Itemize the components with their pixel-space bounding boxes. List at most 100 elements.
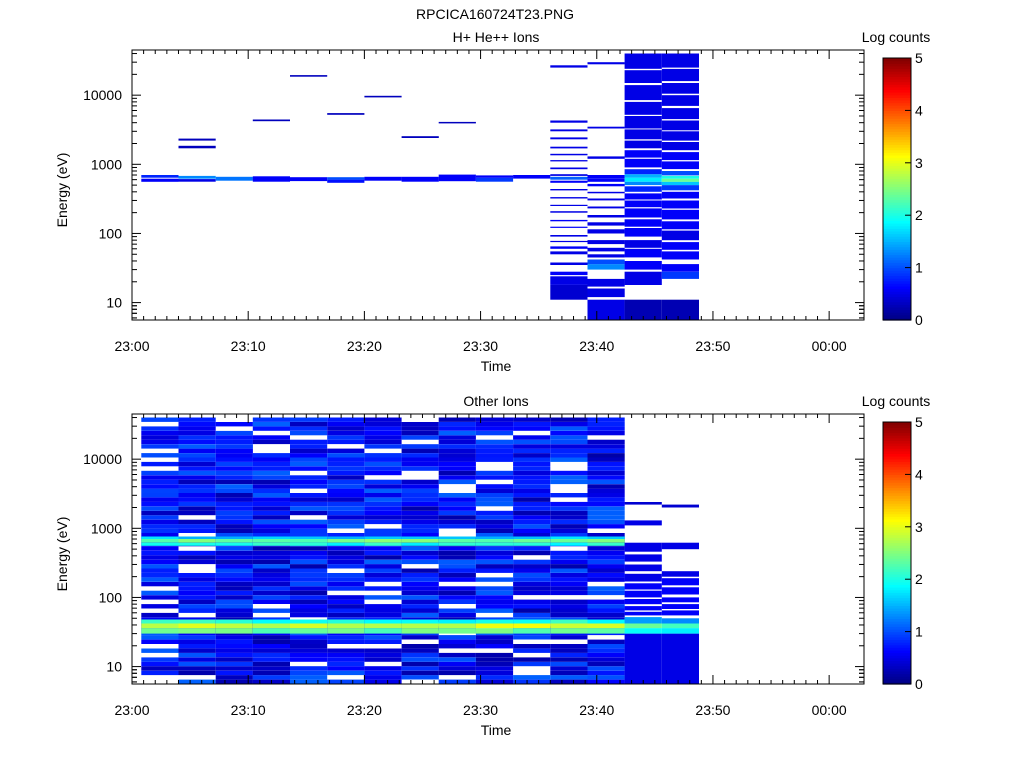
heatmap-cell <box>550 564 588 569</box>
heatmap-cell <box>215 519 253 525</box>
colorbar-segment <box>883 471 911 476</box>
heatmap-cell <box>438 568 476 573</box>
heatmap-cell <box>252 528 290 533</box>
heatmap-cell <box>290 555 328 560</box>
heatmap-cell <box>550 219 588 222</box>
heatmap-cell <box>475 515 514 520</box>
heatmap-cell <box>327 448 365 453</box>
heatmap-cell <box>215 515 253 520</box>
heatmap-cell <box>290 679 328 684</box>
heatmap-cell <box>327 666 365 671</box>
colorbar-segment <box>883 524 911 528</box>
heatmap-cell <box>401 435 439 440</box>
heatmap-cell <box>215 524 253 529</box>
heatmap-cell <box>215 448 253 453</box>
heatmap-cell <box>550 533 588 538</box>
heatmap-cell <box>587 259 625 265</box>
heatmap-cell <box>215 599 253 604</box>
heatmap-cell <box>513 475 551 480</box>
heatmap-cell <box>401 628 439 634</box>
heatmap-cell <box>475 546 514 551</box>
heatmap-cell <box>178 652 216 658</box>
colorbar-segment <box>883 505 911 510</box>
heatmap-cell <box>513 435 551 440</box>
heatmap-cell <box>438 577 476 582</box>
colorbar-segment <box>883 154 911 159</box>
heatmap-cell <box>587 62 625 65</box>
heatmap-cell <box>550 180 588 183</box>
heatmap-cell <box>624 228 662 237</box>
heatmap-cell <box>364 422 402 427</box>
heatmap-cell <box>401 652 439 658</box>
colorbar-segment <box>883 68 911 72</box>
heatmap-cell <box>401 506 439 511</box>
heatmap-cell <box>290 590 328 596</box>
colorbar-segment <box>883 647 911 651</box>
heatmap-cell <box>215 608 253 613</box>
colorbar-tick-label: 1 <box>915 624 923 640</box>
heatmap-cell <box>401 550 439 556</box>
heatmap-cell <box>178 536 216 539</box>
colorbar-segment <box>883 301 911 305</box>
colorbar-segment <box>883 597 911 601</box>
heatmap-cell <box>141 657 179 662</box>
colorbar-segment <box>883 118 911 122</box>
heatmap-cell <box>587 448 625 453</box>
heatmap-cell <box>401 510 439 516</box>
colorbar-segment <box>883 610 911 614</box>
heatmap-cell <box>550 475 588 480</box>
heatmap-cell <box>587 559 625 565</box>
heatmap-cell <box>513 497 551 502</box>
heatmap-cell <box>587 493 625 498</box>
heatmap-cell <box>141 536 179 539</box>
heatmap-cell <box>178 573 216 578</box>
heatmap-cell <box>327 501 365 507</box>
heatmap-cell <box>513 577 551 582</box>
heatmap-cell <box>327 559 365 565</box>
heatmap-cell <box>178 648 216 653</box>
heatmap-cell <box>513 470 551 476</box>
heatmap-cell <box>215 528 253 533</box>
heatmap-cell <box>290 461 328 467</box>
heatmap-cell <box>475 453 514 458</box>
heatmap-cell <box>178 435 216 440</box>
heatmap-cell <box>252 639 290 644</box>
heatmap-cell <box>475 639 514 644</box>
heatmap-cell <box>550 675 588 680</box>
heatmap-cell <box>290 542 328 546</box>
heatmap-cell <box>513 619 551 624</box>
heatmap-cell <box>513 661 551 667</box>
heatmap-cell <box>141 590 179 596</box>
colorbar-segment <box>883 422 911 426</box>
heatmap-cell <box>327 679 365 684</box>
heatmap-cell <box>290 586 328 591</box>
heatmap-cell <box>475 177 514 182</box>
heatmap-cell <box>178 628 216 634</box>
heatmap-cell <box>438 417 476 422</box>
heatmap-cell <box>624 158 662 168</box>
heatmap-cell <box>624 628 662 634</box>
colorbar-segment <box>883 453 911 457</box>
colorbar-segment <box>883 204 911 208</box>
heatmap-cell <box>252 559 290 565</box>
heatmap-cell <box>178 430 216 436</box>
heatmap-cell <box>327 577 365 582</box>
heatmap-cell <box>178 586 216 591</box>
heatmap-cell <box>513 550 551 556</box>
heatmap-cell <box>438 657 476 662</box>
heatmap-cell <box>401 453 439 458</box>
heatmap-cell <box>178 179 216 182</box>
heatmap-cell <box>215 536 253 539</box>
heatmap-cell <box>587 536 625 539</box>
heatmap-cell <box>624 181 662 186</box>
heatmap-cell <box>438 628 476 634</box>
heatmap-cell <box>178 417 216 422</box>
colorbar-segment <box>883 144 911 148</box>
heatmap-cell <box>215 679 253 684</box>
heatmap-cell <box>550 435 588 440</box>
heatmap-cell <box>364 652 402 658</box>
heatmap-cell <box>661 628 699 634</box>
heatmap-cell <box>290 564 328 569</box>
heatmap-cell <box>290 417 328 422</box>
heatmap-cell <box>364 623 402 629</box>
